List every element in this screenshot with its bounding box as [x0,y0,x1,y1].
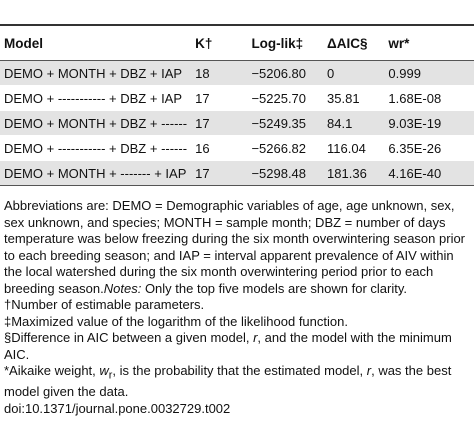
table-cell: −5225.70 [247,85,324,111]
table-cell: −5249.35 [247,110,324,136]
note-text: r [253,330,258,345]
column-header: ΔAIC§ [323,25,385,61]
table-cell: −5206.80 [247,60,324,86]
table-cell: 17 [191,85,248,111]
note-text: Abbreviations are: DEMO = Demographic va… [4,198,466,296]
results-table: Model K† Log-lik‡ ΔAIC§ wr* DEMO + MONTH + D… [0,24,474,186]
note-text: , was the best model given the data. [4,363,452,400]
table-cell: 0 [323,60,385,86]
footnotes: Abbreviations are: DEMO = Demographic va… [0,198,474,417]
note: †Number of estimable parameters. [4,297,205,312]
note-text: §Difference in AIC between a given model… [4,330,254,345]
column-header: Model [0,25,192,61]
table-body: DEMO + MONTH + DBZ + IAP 18 −5206.80 0 0.999… [0,60,474,186]
table-row: DEMO + MONTH + DBZ + ------ 17 −5249.35 84.… [0,110,474,136]
table-row: DEMO + ----------- + DBZ + ------ 16 −5266… [0,135,474,161]
table-cell: 84.1 [323,110,385,136]
table-cell: 18 [191,60,248,86]
table-cell: DEMO + ----------- + DBZ + IAP [0,85,192,111]
table-cell: DEMO + MONTH + DBZ + ------ [0,110,192,136]
note-text: r [108,369,113,382]
note-text: *Aikaike weight, [4,363,100,378]
table-cell: DEMO + ----------- + DBZ + ------ [0,135,192,161]
table-cell: 0.999 [384,60,474,86]
header-row: Model K† Log-lik‡ ΔAIC§ wr* [0,25,474,61]
column-header: Log-lik‡ [247,25,324,61]
note: *Aikaike weight, wr, is the probability … [4,363,470,401]
table-cell: 116.04 [323,135,385,161]
page: Model K† Log-lik‡ ΔAIC§ wr* DEMO + MONTH + D… [0,24,474,444]
note: ‡Maximized value of the logarithm of the… [4,313,348,329]
doi: doi:10.1371/journal.pone.0032729.t002 [4,400,231,416]
table-cell: 6.35E-26 [384,135,474,161]
table-row: DEMO + MONTH + DBZ + IAP 18 −5206.80 0 0.999 [0,60,474,86]
table-cell: 17 [191,110,248,136]
table-cell: 16 [191,135,248,161]
note: Abbreviations are: DEMO = Demographic va… [4,198,470,297]
table-cell: 35.81 [323,85,385,111]
column-header: wr* [384,25,474,61]
table-cell: 17 [191,160,248,186]
column-header: K† [191,25,248,61]
table-cell: 9.03E-19 [384,110,474,136]
note-text: w [99,363,109,378]
note-text: r [366,363,372,378]
note-text: Notes: [103,280,142,296]
note: §Difference in AIC between a given model… [4,330,470,363]
table-cell: −5298.48 [247,160,324,186]
table-cell: −5266.82 [247,135,324,161]
note-text: , and the model with the minimum AIC. [4,330,452,362]
note-text: Only the top five models are shown for c… [141,280,407,296]
table-row: DEMO + ----------- + DBZ + IAP 17 −5225.70… [0,85,474,111]
table-cell: 181.36 [323,160,385,186]
table-cell: DEMO + MONTH + DBZ + IAP [0,60,192,86]
table-cell: 4.16E-40 [384,160,474,186]
table-cell: DEMO + MONTH + ------- + IAP [0,160,192,186]
table-row: DEMO + MONTH + ------- + IAP 17 −5298.48 18… [0,160,474,186]
note-text: , is the probability that the estimated … [112,363,367,378]
table-cell: 1.68E-08 [384,85,474,111]
